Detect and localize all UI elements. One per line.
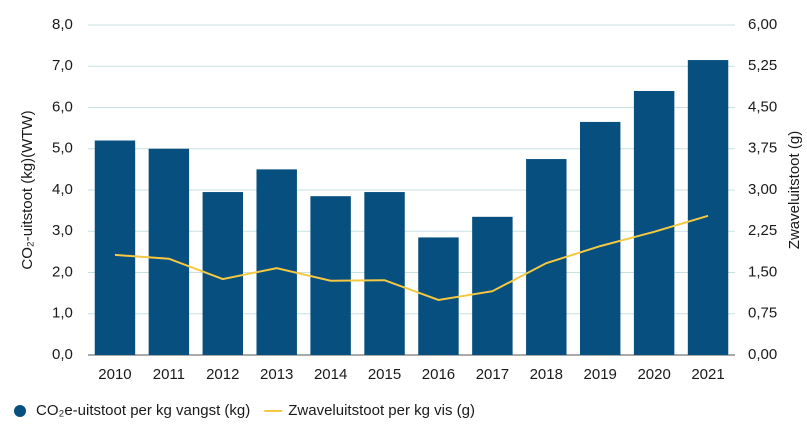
bar [579,121,621,355]
bar [687,60,729,355]
y2-tick-label: 3,75 [748,140,777,157]
y-tick-label: 5,0 [52,140,73,157]
y-tick-label: 8,0 [52,16,73,33]
x-tick-label: 2014 [314,366,347,383]
y-tick-label: 2,0 [52,263,73,280]
x-tick-label: 2017 [476,366,509,383]
bar [148,148,190,355]
x-tick-label: 2015 [368,366,401,383]
x-tick-label: 2011 [153,366,185,383]
x-tick-label: 2016 [422,366,455,383]
y-tick-label: 0,0 [52,346,73,363]
y2-tick-label: 6,00 [748,16,777,33]
bar [472,216,513,355]
bar [94,140,136,355]
x-tick-label: 2013 [260,366,293,383]
bar [364,192,405,355]
x-tick-label: 2020 [637,366,670,383]
y-tick-label: 4,0 [52,181,73,198]
x-tick-label: 2018 [530,366,563,383]
bar [526,159,567,355]
y2-tick-label: 4,50 [748,98,777,115]
y-tick-label: 1,0 [52,305,73,322]
bar [256,169,297,355]
bar [418,237,459,355]
x-tick-label: 2019 [584,366,617,383]
x-tick-label: 2021 [691,366,724,383]
x-tick-label: 2012 [206,366,239,383]
y2-tick-label: 0,00 [748,346,777,363]
y-tick-label: 6,0 [52,98,73,115]
legend-label: Zwaveluitstoot per kg vis (g) [288,402,475,419]
y2-tick-label: 2,25 [748,222,777,239]
y-tick-label: 7,0 [52,57,73,74]
x-tick-label: 2010 [98,366,131,383]
legend-marker [14,405,26,417]
y2-tick-label: 5,25 [748,57,777,74]
y2-tick-label: 1,50 [748,263,777,280]
y2-axis-label: Zwaveluitstoot (g) [786,131,803,249]
bar [633,91,675,355]
line [114,214,709,302]
legend-label: CO₂e-uitstoot per kg vangst (kg) [36,402,250,419]
bar [310,196,351,355]
y2-tick-label: 0,75 [748,305,777,322]
y-axis-label: CO₂-uitstoot (kg)(WTW) [19,110,36,269]
y-tick-label: 3,0 [52,222,73,239]
y2-tick-label: 3,00 [748,181,777,198]
